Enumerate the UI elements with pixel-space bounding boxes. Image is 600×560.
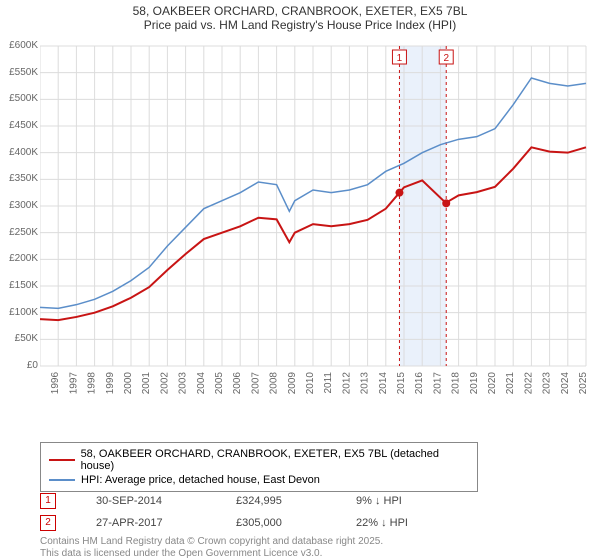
y-tick-label: £500K <box>0 93 38 104</box>
legend-label: HPI: Average price, detached house, East… <box>81 474 320 486</box>
x-tick-label: 2016 <box>414 372 425 394</box>
transaction-marker-table: 1 30-SEP-2014 £324,995 9% ↓ HPI 2 27-APR-2017… <box>40 490 408 534</box>
x-tick-label: 2010 <box>305 372 316 394</box>
y-tick-label: £50K <box>0 333 38 344</box>
x-tick-label: 2025 <box>578 372 589 394</box>
event-marker-number: 1 <box>397 53 403 64</box>
x-tick-label: 2007 <box>250 372 261 394</box>
data-attribution-footer: Contains HM Land Registry data © Crown c… <box>40 536 383 560</box>
marker-delta: 9% ↓ HPI <box>356 495 402 507</box>
chart-title-subtitle: Price paid vs. HM Land Registry's House … <box>0 18 600 32</box>
marker-date: 30-SEP-2014 <box>96 495 196 507</box>
legend-swatch <box>49 479 75 481</box>
x-tick-label: 2019 <box>469 372 480 394</box>
event-marker-dot <box>442 199 450 207</box>
x-tick-label: 2008 <box>269 372 280 394</box>
y-tick-label: £100K <box>0 307 38 318</box>
price-chart: 1 2 1995 1996 1997 1998 1999 2000 2001 2002 2003 20… <box>40 42 592 394</box>
marker-number-badge: 2 <box>40 515 56 531</box>
x-tick-label: 2017 <box>432 372 443 394</box>
y-tick-label: £600K <box>0 40 38 51</box>
x-tick-label: 1996 <box>50 372 61 394</box>
x-tick-label: 2004 <box>196 372 207 394</box>
x-tick-label: 2003 <box>178 372 189 394</box>
x-tick-label: 2000 <box>123 372 134 394</box>
legend-item: 58, OAKBEER ORCHARD, CRANBROOK, EXETER, … <box>49 447 469 473</box>
footer-line1: Contains HM Land Registry data © Crown c… <box>40 536 383 548</box>
x-tick-label: 2001 <box>141 372 152 394</box>
x-tick-label: 1999 <box>105 372 116 394</box>
y-tick-label: £0 <box>0 360 38 371</box>
x-tick-label: 2023 <box>542 372 553 394</box>
x-tick-label: 2011 <box>323 372 334 394</box>
x-tick-label: 2015 <box>396 372 407 394</box>
x-tick-label: 2014 <box>378 372 389 394</box>
marker-table-row: 1 30-SEP-2014 £324,995 9% ↓ HPI <box>40 490 408 512</box>
chart-legend: 58, OAKBEER ORCHARD, CRANBROOK, EXETER, … <box>40 442 478 492</box>
x-tick-label: 2006 <box>232 372 243 394</box>
y-tick-label: £150K <box>0 280 38 291</box>
x-tick-label: 2022 <box>523 372 534 394</box>
x-tick-label: 1997 <box>68 372 79 394</box>
marker-table-row: 2 27-APR-2017 £305,000 22% ↓ HPI <box>40 512 408 534</box>
y-tick-label: £250K <box>0 227 38 238</box>
y-tick-label: £300K <box>0 200 38 211</box>
event-marker-number: 2 <box>443 53 449 64</box>
marker-date: 27-APR-2017 <box>96 517 196 529</box>
chart-title-block: 58, OAKBEER ORCHARD, CRANBROOK, EXETER, … <box>0 0 600 32</box>
house-price-chart-container: 58, OAKBEER ORCHARD, CRANBROOK, EXETER, … <box>0 0 600 560</box>
y-tick-label: £400K <box>0 147 38 158</box>
y-tick-label: £550K <box>0 67 38 78</box>
x-tick-label: 2009 <box>287 372 298 394</box>
event-marker-dot <box>395 189 403 197</box>
x-tick-label: 2013 <box>360 372 371 394</box>
chart-title-address: 58, OAKBEER ORCHARD, CRANBROOK, EXETER, … <box>0 4 600 18</box>
legend-swatch <box>49 459 75 461</box>
x-tick-label: 1998 <box>87 372 98 394</box>
x-tick-label: 2020 <box>487 372 498 394</box>
x-tick-label: 2018 <box>451 372 462 394</box>
y-tick-label: £350K <box>0 173 38 184</box>
x-tick-label: 2005 <box>214 372 225 394</box>
legend-item: HPI: Average price, detached house, East… <box>49 473 469 487</box>
y-tick-label: £450K <box>0 120 38 131</box>
y-tick-label: £200K <box>0 253 38 264</box>
x-tick-label: 2002 <box>159 372 170 394</box>
x-tick-label: 1995 <box>40 372 43 394</box>
marker-delta: 22% ↓ HPI <box>356 517 408 529</box>
marker-price: £324,995 <box>236 495 316 507</box>
x-tick-label: 2024 <box>560 372 571 394</box>
marker-number-badge: 1 <box>40 493 56 509</box>
footer-line2: This data is licensed under the Open Gov… <box>40 548 383 560</box>
x-tick-label: 2021 <box>505 372 516 394</box>
x-tick-label: 2012 <box>341 372 352 394</box>
legend-label: 58, OAKBEER ORCHARD, CRANBROOK, EXETER, … <box>81 448 469 472</box>
marker-price: £305,000 <box>236 517 316 529</box>
